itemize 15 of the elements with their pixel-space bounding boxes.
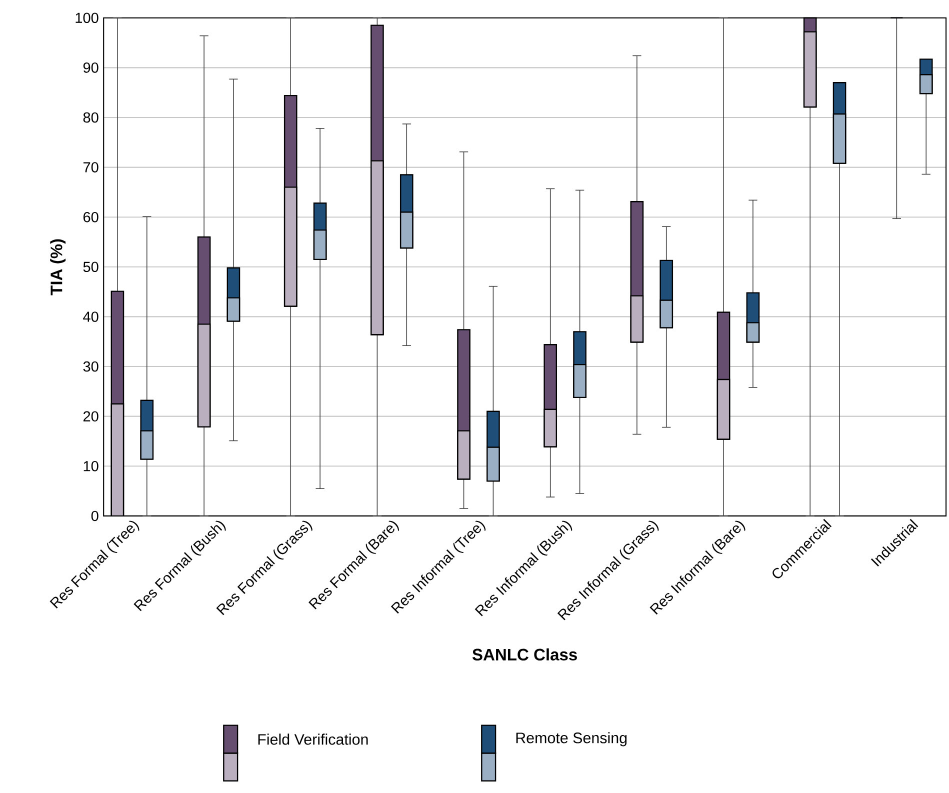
y-tick-label: 50 (83, 262, 98, 272)
y-tick-label: 80 (83, 112, 98, 123)
legend-label: Remote Sensing (516, 732, 627, 746)
y-tick-label: 90 (83, 62, 98, 73)
y-axis-title: TIA (%) (50, 239, 66, 296)
y-tick-label: 0 (91, 510, 98, 522)
y-tick-label: 10 (84, 461, 98, 472)
y-tick-label: 20 (83, 411, 98, 422)
x-axis-title: SANLC Class (472, 648, 577, 661)
y-tick-label: 30 (83, 361, 98, 372)
legend-label: Field Verification (258, 734, 368, 745)
y-tick-label: 60 (83, 212, 98, 222)
y-tick-label: 100 (76, 12, 98, 24)
y-tick-label: 70 (83, 162, 98, 173)
y-tick-label: 40 (83, 312, 98, 322)
